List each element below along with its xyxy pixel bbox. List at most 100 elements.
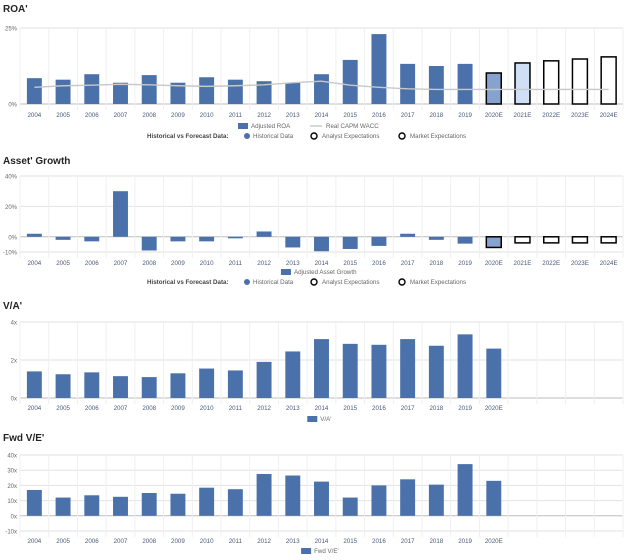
legend-label: Adjusted Asset Growth <box>294 269 357 276</box>
x-tick-label: 2020E <box>485 112 503 119</box>
x-tick-label: 2008 <box>142 260 156 267</box>
y-tick-label: 20x <box>7 484 17 490</box>
bar <box>26 489 42 516</box>
bar <box>486 348 502 398</box>
bar <box>84 236 100 242</box>
fwd-ve-chart-title: Fwd V/E' <box>3 433 45 444</box>
x-tick-label: 2017 <box>401 112 415 119</box>
x-tick-label: 2016 <box>372 538 386 545</box>
bar <box>342 497 358 516</box>
x-tick-label: 2009 <box>171 538 185 545</box>
x-tick-label: 2024E <box>600 112 618 119</box>
x-tick-label: 2015 <box>343 112 357 119</box>
bar <box>457 464 473 516</box>
forecast-legend-label: Analyst Expectations <box>322 133 379 140</box>
y-tick-label: 0x <box>11 514 17 520</box>
bar <box>113 82 128 104</box>
x-tick-label: 2010 <box>200 405 214 412</box>
x-tick-label: 2005 <box>56 538 70 545</box>
bar <box>170 236 186 242</box>
forecast-legend-label: Market Expectations <box>410 279 466 286</box>
bar <box>256 81 272 104</box>
bar <box>457 334 473 398</box>
y-tick-label: 25% <box>5 27 18 33</box>
x-tick-label: 2005 <box>56 112 70 119</box>
roa-chart-title: ROA' <box>3 4 28 15</box>
bar <box>342 59 358 104</box>
y-tick-label: -10x <box>5 530 17 536</box>
bar <box>342 236 358 249</box>
bar <box>141 236 157 251</box>
historical-marker <box>244 133 250 139</box>
x-tick-label: 2018 <box>429 405 443 412</box>
x-tick-label: 2006 <box>85 405 99 412</box>
x-tick-label: 2020E <box>485 538 503 545</box>
x-tick-label: 2013 <box>286 112 300 119</box>
x-tick-label: 2019 <box>458 260 472 267</box>
bar <box>26 371 42 398</box>
bar <box>199 368 215 398</box>
x-tick-label: 2013 <box>286 260 300 267</box>
x-tick-label: 2018 <box>429 538 443 545</box>
bar <box>55 236 71 240</box>
bar <box>55 79 71 104</box>
x-tick-label: 2012 <box>257 538 271 545</box>
bar <box>141 75 157 104</box>
bar <box>428 345 444 398</box>
historical-marker <box>244 279 250 285</box>
x-tick-label: 2011 <box>229 538 243 545</box>
bar <box>227 370 243 398</box>
x-tick-label: 2010 <box>200 260 214 267</box>
legend-label: V/A' <box>320 416 331 423</box>
bar <box>571 58 589 105</box>
x-tick-label: 2005 <box>56 260 70 267</box>
bar <box>428 484 444 516</box>
bar <box>199 77 215 104</box>
x-tick-label: 2017 <box>401 260 415 267</box>
x-tick-label: 2013 <box>286 538 300 545</box>
bar <box>113 376 128 398</box>
bar <box>26 78 42 104</box>
bar <box>571 236 589 244</box>
bar <box>227 236 243 239</box>
bar <box>600 236 617 244</box>
x-tick-label: 2020E <box>485 405 503 412</box>
bar <box>285 82 301 104</box>
x-tick-label: 2009 <box>171 405 185 412</box>
x-tick-label: 2008 <box>142 112 156 119</box>
bar <box>400 339 416 398</box>
bar <box>199 236 215 242</box>
x-tick-label: 2008 <box>142 405 156 412</box>
x-tick-label: 2018 <box>429 112 443 119</box>
bar <box>256 231 272 237</box>
x-tick-label: 2014 <box>315 405 329 412</box>
x-tick-label: 2007 <box>114 112 128 119</box>
x-tick-label: 2004 <box>27 112 41 119</box>
bar <box>113 496 128 516</box>
analyst-marker <box>310 132 318 140</box>
x-tick-label: 2011 <box>229 112 243 119</box>
x-tick-label: 2018 <box>429 260 443 267</box>
x-tick-label: 2006 <box>85 260 99 267</box>
x-tick-label: 2019 <box>458 405 472 412</box>
y-tick-label: 10x <box>7 499 17 505</box>
bar <box>400 233 416 237</box>
forecast-legend-label: Analyst Expectations <box>322 279 379 286</box>
y-tick-label: 20% <box>5 205 18 211</box>
x-tick-label: 2021E <box>514 260 532 267</box>
bar <box>55 374 71 398</box>
forecast-legend-label: Historical Data <box>253 133 294 140</box>
legend-swatch <box>238 123 248 129</box>
va-chart-title: V/A' <box>3 301 23 312</box>
forecast-legend-label: Market Expectations <box>410 133 466 140</box>
y-tick-label: 2x <box>11 359 17 365</box>
bar <box>285 351 301 398</box>
wacc-series-line <box>34 80 609 91</box>
x-tick-label: 2024E <box>600 260 618 267</box>
x-tick-label: 2016 <box>372 405 386 412</box>
bar <box>485 236 503 249</box>
x-tick-label: 2014 <box>315 260 329 267</box>
bar <box>371 236 387 246</box>
x-tick-label: 2006 <box>85 112 99 119</box>
bar <box>26 233 42 237</box>
